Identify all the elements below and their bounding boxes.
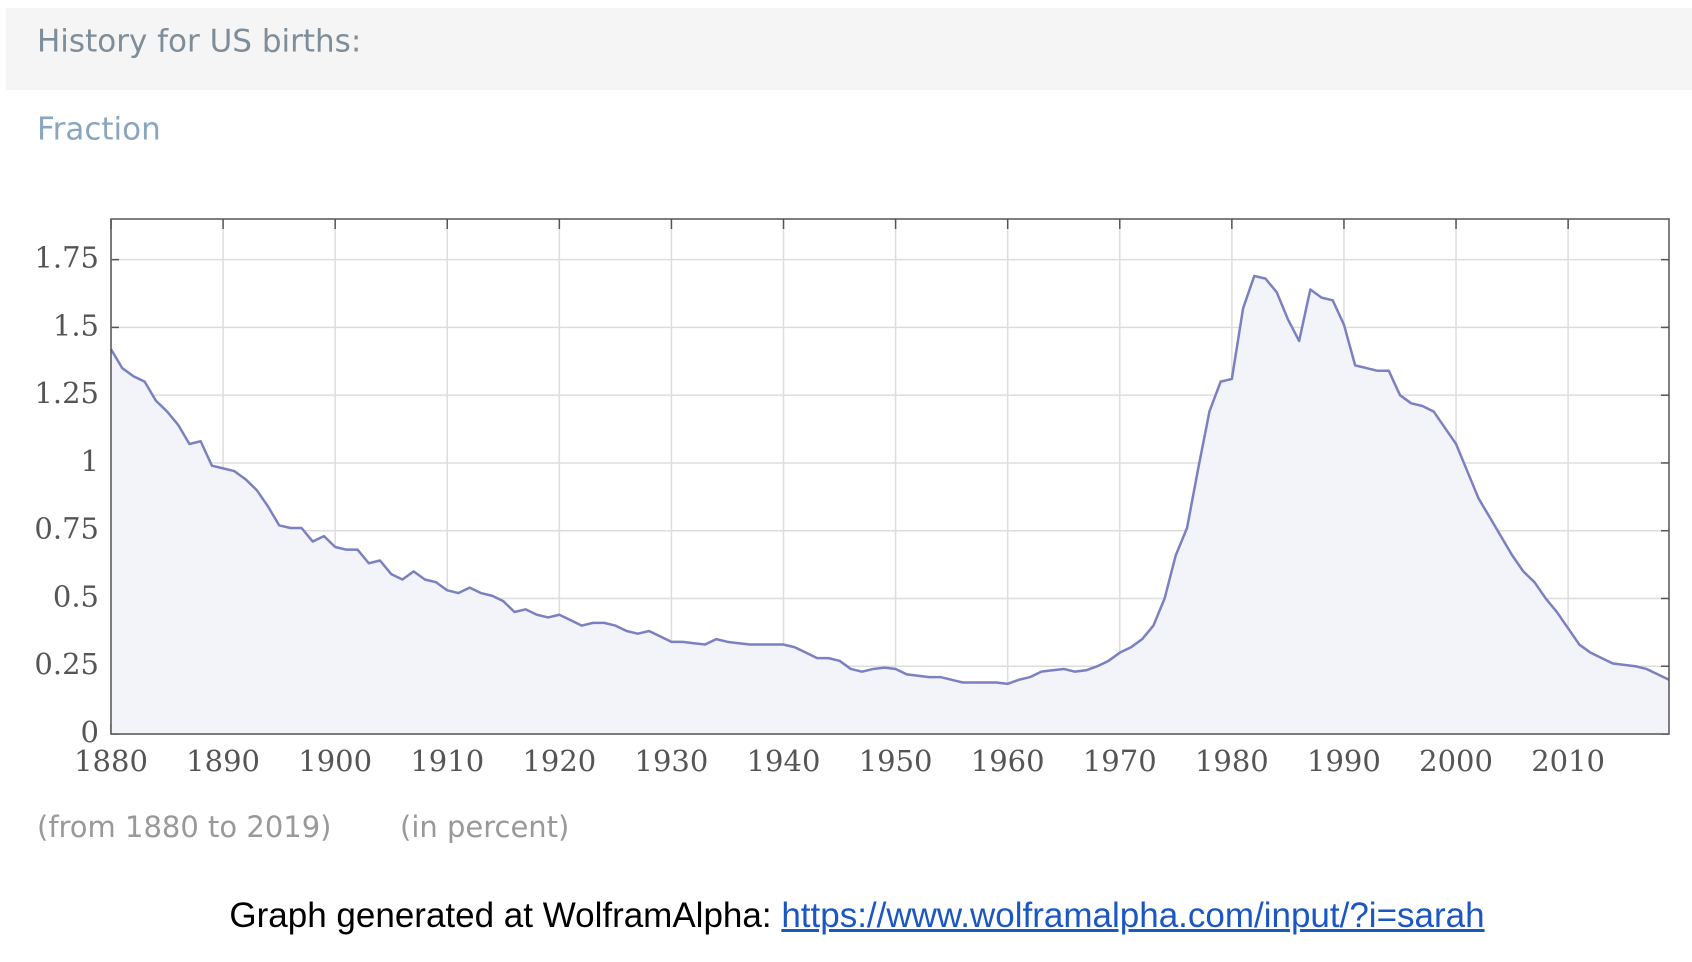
footer: Graph generated at WolframAlpha: https:/…: [0, 896, 1692, 936]
y-tick-label: 0.75: [34, 512, 99, 546]
plot-frame: [110, 218, 1670, 735]
x-tick-label: 1910: [410, 744, 484, 778]
y-tick-label: 1.75: [34, 241, 99, 275]
annotation: (from 1880 to 2019): [37, 810, 332, 844]
x-tick-label: 1960: [971, 744, 1045, 778]
chart-title: History for US births:: [37, 24, 361, 60]
y-label: Fraction: [37, 112, 161, 148]
x-tick-label: 1880: [74, 744, 148, 778]
line: [109, 274, 1670, 686]
x-tick-label: 1920: [522, 744, 596, 778]
x-tick-label: 2000: [1419, 744, 1493, 778]
area: [111, 275, 1669, 734]
x-tick-label: 1970: [1083, 744, 1157, 778]
y-tick-label: 0.25: [34, 647, 99, 681]
y-tick-label: 1.25: [34, 376, 99, 410]
footer-text: Graph generated at WolframAlpha:: [229, 896, 772, 935]
footer-link[interactable]: https://www.wolframalpha.com/input/?i=sa…: [781, 896, 1485, 935]
x-tick-label: 1890: [186, 744, 260, 778]
x-tick-label: 1930: [635, 744, 709, 778]
x-tick-label: 1900: [298, 744, 372, 778]
x-tick-label: 1950: [859, 744, 933, 778]
x-tick-label: 1940: [747, 744, 821, 778]
chart: History for US births: Fraction (from 18…: [6, 8, 1692, 844]
y-tick-label: 0.5: [53, 579, 99, 613]
header-band: [6, 8, 1692, 90]
annotation: (in percent): [400, 810, 569, 844]
y-tick-label: 1: [81, 444, 99, 478]
y-tick-label: 1.5: [53, 308, 99, 342]
x-tick-label: 1990: [1307, 744, 1381, 778]
x-tick-label: 1980: [1195, 744, 1269, 778]
y-tick-label: 0: [81, 715, 99, 749]
x-tick-label: 2010: [1531, 744, 1605, 778]
